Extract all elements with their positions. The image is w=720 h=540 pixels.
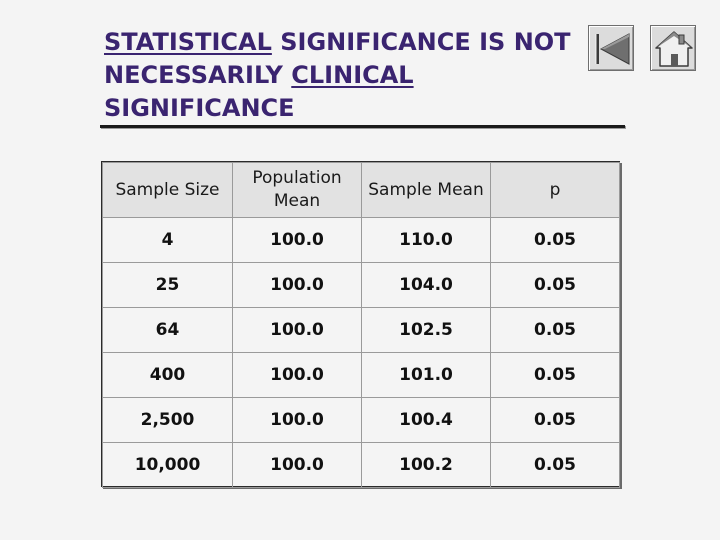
cell-sample-mean: 101.0 xyxy=(361,352,491,398)
table-row: 10,000 100.0 100.2 0.05 xyxy=(102,442,620,488)
table-row: 400 100.0 101.0 0.05 xyxy=(102,352,620,398)
data-table: Sample Size Population Mean Sample Mean … xyxy=(102,162,620,488)
header-p: p xyxy=(490,162,620,218)
cell-population-mean: 100.0 xyxy=(232,217,362,263)
cell-sample-mean: 110.0 xyxy=(361,217,491,263)
title-statistical: STATISTICAL xyxy=(104,28,272,56)
header-sample-mean: Sample Mean xyxy=(361,162,491,218)
table-header-row: Sample Size Population Mean Sample Mean … xyxy=(102,162,620,218)
table-row: 25 100.0 104.0 0.05 xyxy=(102,262,620,308)
cell-sample-mean: 100.4 xyxy=(361,397,491,443)
cell-sample-size: 2,500 xyxy=(102,397,233,443)
cell-sample-size: 10,000 xyxy=(102,442,233,488)
header-sample-size: Sample Size xyxy=(102,162,233,218)
cell-population-mean: 100.0 xyxy=(232,262,362,308)
cell-p: 0.05 xyxy=(490,307,620,353)
table-row: 4 100.0 110.0 0.05 xyxy=(102,217,620,263)
title-middle: SIGNIFICANCE IS NOT NECESSARILY xyxy=(104,28,571,89)
cell-population-mean: 100.0 xyxy=(232,352,362,398)
cell-sample-mean: 100.2 xyxy=(361,442,491,488)
title-clinical: CLINICAL xyxy=(291,61,414,89)
title-end: SIGNIFICANCE xyxy=(104,94,295,122)
cell-sample-size: 64 xyxy=(102,307,233,353)
cell-p: 0.05 xyxy=(490,442,620,488)
cell-p: 0.05 xyxy=(490,262,620,308)
title-divider xyxy=(100,125,625,128)
cell-sample-size: 400 xyxy=(102,352,233,398)
significance-table: Sample Size Population Mean Sample Mean … xyxy=(101,161,620,488)
cell-population-mean: 100.0 xyxy=(232,307,362,353)
cell-population-mean: 100.0 xyxy=(232,442,362,488)
home-icon xyxy=(655,31,693,67)
table-row: 2,500 100.0 100.4 0.05 xyxy=(102,397,620,443)
cell-p: 0.05 xyxy=(490,217,620,263)
cell-sample-mean: 104.0 xyxy=(361,262,491,308)
slide-title: STATISTICAL SIGNIFICANCE IS NOT NECESSAR… xyxy=(104,26,584,125)
table-row: 64 100.0 102.5 0.05 xyxy=(102,307,620,353)
cell-sample-mean: 102.5 xyxy=(361,307,491,353)
cell-p: 0.05 xyxy=(490,352,620,398)
cell-population-mean: 100.0 xyxy=(232,397,362,443)
cell-sample-size: 4 xyxy=(102,217,233,263)
home-button[interactable] xyxy=(650,25,696,71)
header-population-mean: Population Mean xyxy=(232,162,362,218)
first-slide-button[interactable] xyxy=(588,25,634,71)
first-slide-icon xyxy=(595,33,630,65)
cell-p: 0.05 xyxy=(490,397,620,443)
cell-sample-size: 25 xyxy=(102,262,233,308)
